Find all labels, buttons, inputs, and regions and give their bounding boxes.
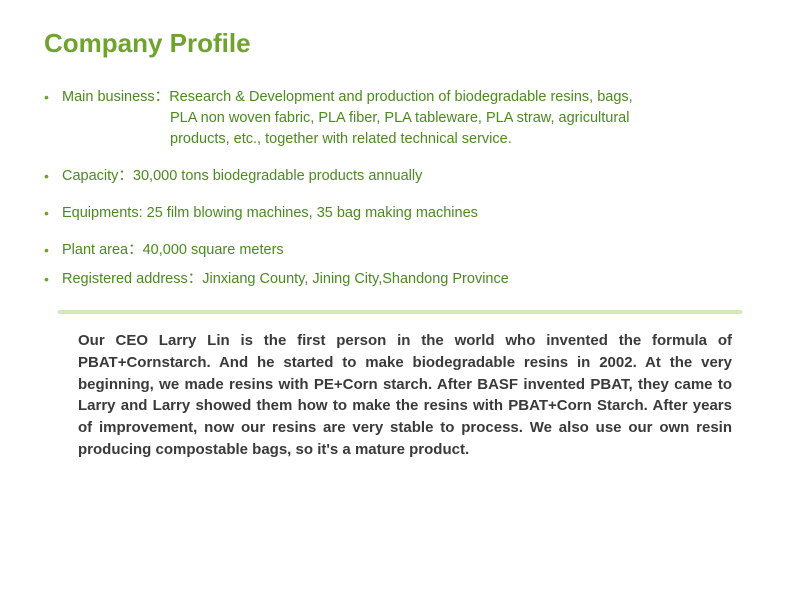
item-value: 40,000 square meters: [143, 242, 284, 258]
list-item: Registered address：Jinxiang County, Jini…: [44, 269, 756, 290]
item-label: Registered address：: [62, 271, 202, 287]
item-continuation: PLA non woven fabric, PLA fiber, PLA tab…: [62, 108, 756, 129]
item-value: Research & Development and production of…: [169, 89, 632, 105]
slide: Company Profile Main business：Research &…: [0, 0, 800, 600]
item-label: Equipments:: [62, 205, 147, 221]
item-label: Plant area：: [62, 242, 143, 258]
list-item: Capacity：30,000 tons biodegradable produ…: [44, 166, 756, 187]
item-label: Main business：: [62, 89, 169, 105]
item-value: 25 film blowing machines, 35 bag making …: [147, 205, 478, 221]
item-value: 30,000 tons biodegradable products annua…: [133, 168, 422, 184]
list-item: Equipments: 25 film blowing machines, 35…: [44, 203, 756, 224]
profile-list: Main business：Research & Development and…: [44, 87, 756, 290]
story-paragraph: Our CEO Larry Lin is the first person in…: [78, 330, 732, 461]
list-item: Main business：Research & Development and…: [44, 87, 756, 150]
page-title: Company Profile: [44, 28, 756, 59]
list-item: Plant area：40,000 square meters: [44, 240, 756, 261]
divider: [58, 310, 742, 314]
item-label: Capacity：: [62, 168, 133, 184]
item-value: Jinxiang County, Jining City,Shandong Pr…: [202, 271, 509, 287]
item-continuation: products, etc., together with related te…: [62, 129, 756, 150]
